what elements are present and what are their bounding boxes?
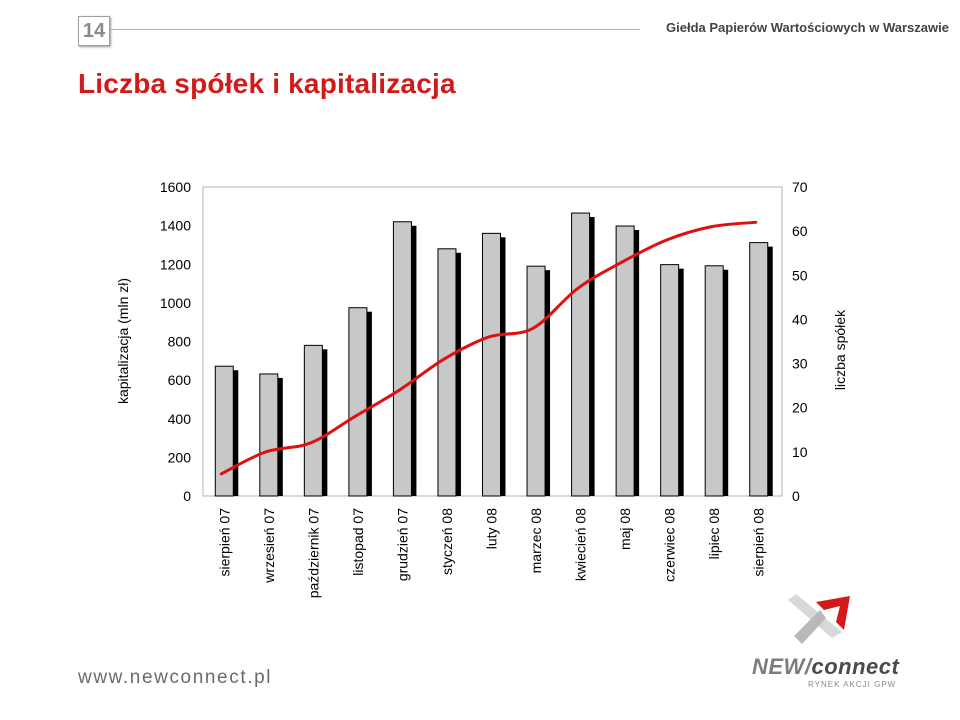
x-axis-category-label: listopad 07 <box>350 508 366 576</box>
x-axis-category-label: sierpień 08 <box>751 508 767 577</box>
y-axis-tick-label: 1600 <box>160 179 191 195</box>
newconnect-logo-arrow-icon <box>788 594 850 644</box>
y2-axis-title: liczba spółek <box>832 309 848 390</box>
x-axis-category-label: październik 07 <box>305 508 321 598</box>
y2-axis-tick-label: 70 <box>792 179 808 195</box>
y-axis-tick-label: 200 <box>168 449 192 465</box>
capitalization-bar <box>704 265 724 497</box>
y-axis-title: kapitalizacja (mln zł) <box>115 278 131 404</box>
y-axis-tick-label: 800 <box>168 334 192 350</box>
capitalization-bar <box>214 365 234 497</box>
x-axis-category-label: luty 08 <box>484 508 500 549</box>
x-axis-category-label: grudzień 07 <box>394 508 410 581</box>
x-axis-category-label: marzec 08 <box>528 508 544 574</box>
y-axis-tick-label: 400 <box>168 411 192 427</box>
capitalization-bar <box>303 344 323 497</box>
organization-name: Giełda Papierów Wartościowych w Warszawi… <box>666 20 949 35</box>
y2-axis-tick-label: 50 <box>792 267 808 283</box>
company-count-line <box>219 220 758 476</box>
y2-axis-tick-label: 60 <box>792 223 808 239</box>
x-axis-category-label: wrzesień 07 <box>261 508 277 584</box>
y-axis-tick-label: 1000 <box>160 295 191 311</box>
x-axis-category-label: sierpień 07 <box>216 508 232 577</box>
y2-axis-tick-label: 20 <box>792 400 808 416</box>
capitalization-bar <box>615 225 635 497</box>
y2-axis-tick-label: 10 <box>792 444 808 460</box>
page-number-badge: 14 <box>78 16 110 46</box>
capitalization-bar <box>392 221 412 497</box>
capitalization-bar <box>348 307 368 497</box>
y2-axis-tick-label: 40 <box>792 311 808 327</box>
capitalization-bar <box>526 265 546 497</box>
y-axis-tick-label: 0 <box>183 488 191 504</box>
y-axis-tick-label: 1200 <box>160 256 191 272</box>
y-axis-tick-label: 600 <box>168 372 192 388</box>
x-axis-category-label: lipiec 08 <box>706 508 722 560</box>
capitalization-bar <box>437 248 457 497</box>
footer-url: www.newconnect.pl <box>78 667 273 688</box>
newconnect-logo-wordmark: NEW/connect <box>752 654 900 679</box>
x-axis-category-label: styczeń 08 <box>439 508 455 575</box>
capitalization-bar <box>660 264 680 497</box>
header-divider <box>110 29 640 30</box>
capitalization-bar <box>571 212 591 497</box>
capitalization-bar <box>482 232 501 497</box>
y-axis-tick-label: 1400 <box>160 218 191 234</box>
y2-axis-tick-label: 30 <box>792 356 808 372</box>
x-axis-category-label: czerwiec 08 <box>662 508 678 582</box>
x-axis-category-label: kwiecień 08 <box>573 508 589 581</box>
y2-axis-tick-label: 0 <box>792 488 800 504</box>
capitalization-bar <box>749 242 769 497</box>
newconnect-logo-tagline: RYNEK AKCJI GPW <box>808 680 897 689</box>
x-axis-category-label: maj 08 <box>617 508 633 550</box>
capitalization-bar <box>259 373 279 497</box>
slide-title: Liczba spółek i kapitalizacja <box>78 68 456 99</box>
